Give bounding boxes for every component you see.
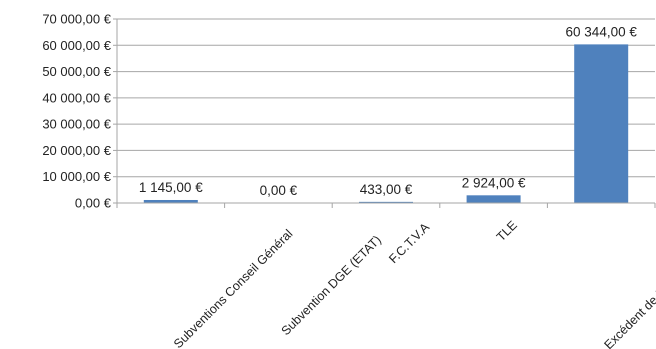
bar: Subventions Conseil Général [143,199,198,203]
axes [116,19,655,204]
y-tick-label: 60 000,00 € [42,38,111,53]
data-label: 433,00 € [360,182,413,197]
data-label: 0,00 € [260,183,298,198]
y-tick-label: 70 000,00 € [42,12,111,27]
y-axis-tick-labels: 0,00 € 10 000,00 € 20 000,00 € 30 000,00 € 4… [42,12,117,211]
bar: TLE [466,195,521,203]
data-labels: 1 145,00 € 0,00 € 433,00 € 2 924,00 € 60 344… [139,24,637,198]
y-tick-label: 40 000,00 € [42,90,111,105]
y-tick-label: 50 000,00 € [42,64,111,79]
gridlines [117,18,655,178]
x-category-label: F.C.T.V.A [386,220,432,266]
data-label: 1 145,00 € [139,180,203,195]
y-tick-label: 10 000,00 € [42,169,111,184]
data-label: 2 924,00 € [462,175,526,190]
x-category-label: Subventions Conseil Général [171,227,295,349]
y-tick-label: 0,00 € [75,196,112,211]
x-category-label: Excédent de fonctionnement... [601,223,656,349]
bar: F.C.T.V.A [359,201,413,203]
x-category-label: TLE [494,218,520,244]
y-tick-label: 20 000,00 € [42,143,111,158]
x-category-label: Subvention DGE (ETAT) [279,233,384,338]
y-tick-label: 30 000,00 € [42,117,111,132]
bar: Excédent de fonctionnement... [574,44,629,203]
data-label: 60 344,00 € [566,24,638,39]
